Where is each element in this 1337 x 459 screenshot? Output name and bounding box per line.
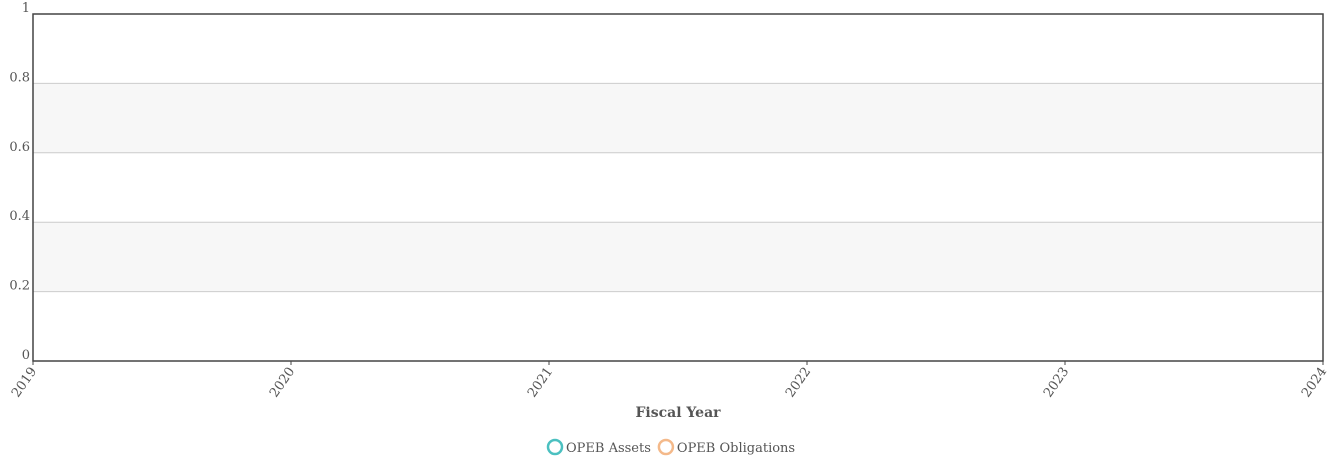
legend-label: OPEB Assets	[566, 441, 651, 456]
y-tick-label: 0.8	[9, 70, 30, 85]
plot-frame	[32, 13, 1324, 362]
y-tick-label: 0	[22, 348, 30, 363]
x-tick-label: 2019	[9, 365, 40, 401]
plot-band	[33, 222, 1323, 292]
x-tick-label: 2022	[783, 365, 814, 401]
plot-band	[33, 83, 1323, 153]
y-tick-label: 0.2	[9, 279, 30, 294]
legend: OPEB Assets OPEB Obligations	[546, 438, 795, 456]
legend-swatch	[546, 438, 564, 456]
y-tick-label: 0.6	[9, 140, 30, 155]
x-axis-title: Fiscal Year	[635, 405, 721, 421]
x-tick-label: 2024	[1299, 365, 1330, 401]
legend-label: OPEB Obligations	[677, 441, 795, 456]
legend-swatch	[657, 438, 675, 456]
y-tick-label: 0.4	[9, 209, 30, 224]
x-tick-label: 2021	[525, 365, 556, 401]
y-tick-label: 1	[22, 1, 30, 16]
x-tick-label: 2023	[1041, 365, 1072, 401]
x-tick-label: 2020	[267, 365, 298, 401]
